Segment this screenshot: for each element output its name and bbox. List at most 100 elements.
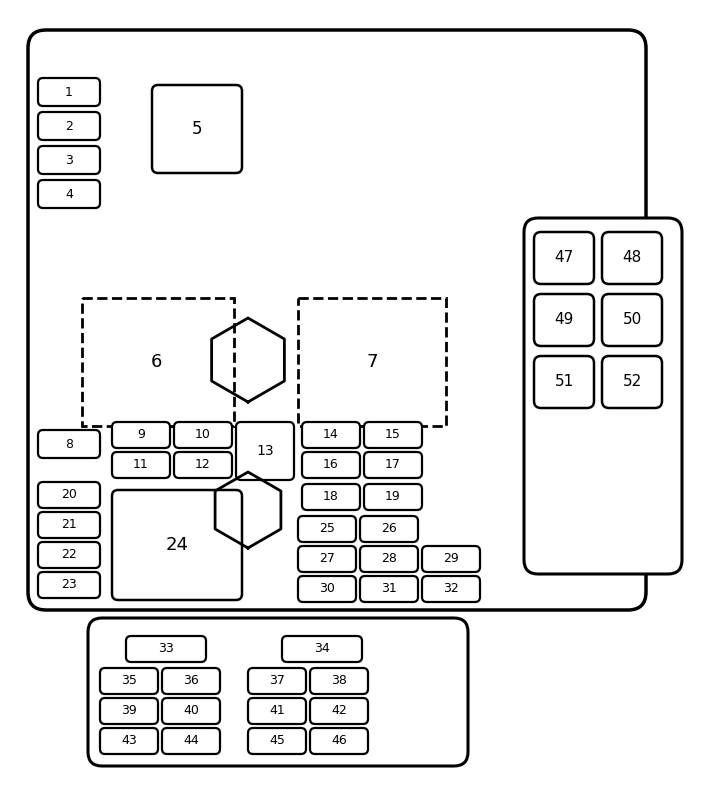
Text: 36: 36 [183, 674, 199, 688]
FancyBboxPatch shape [112, 422, 170, 448]
Text: 29: 29 [443, 552, 459, 566]
Text: 47: 47 [554, 251, 574, 266]
Text: 26: 26 [381, 523, 397, 535]
FancyBboxPatch shape [38, 180, 100, 208]
FancyBboxPatch shape [298, 576, 356, 602]
Text: 18: 18 [323, 491, 339, 504]
Text: 39: 39 [121, 705, 137, 717]
FancyBboxPatch shape [174, 452, 232, 478]
FancyBboxPatch shape [360, 516, 418, 542]
Text: 3: 3 [65, 153, 73, 167]
Text: 32: 32 [443, 583, 459, 595]
FancyBboxPatch shape [302, 422, 360, 448]
FancyBboxPatch shape [360, 576, 418, 602]
FancyBboxPatch shape [248, 698, 306, 724]
FancyBboxPatch shape [310, 668, 368, 694]
Text: 4: 4 [65, 188, 73, 200]
FancyBboxPatch shape [298, 546, 356, 572]
FancyBboxPatch shape [602, 232, 662, 284]
Text: 43: 43 [121, 734, 137, 748]
FancyBboxPatch shape [112, 490, 242, 600]
FancyBboxPatch shape [302, 452, 360, 478]
FancyBboxPatch shape [534, 356, 594, 408]
Text: 48: 48 [623, 251, 642, 266]
Text: 15: 15 [385, 429, 401, 441]
Bar [82, 298, 234, 426]
Text: 50: 50 [623, 313, 642, 327]
FancyBboxPatch shape [248, 728, 306, 754]
FancyBboxPatch shape [126, 636, 206, 662]
FancyBboxPatch shape [162, 698, 220, 724]
Text: 44: 44 [183, 734, 199, 748]
FancyBboxPatch shape [38, 78, 100, 106]
Text: 16: 16 [323, 459, 339, 472]
Text: 7: 7 [367, 353, 378, 371]
FancyBboxPatch shape [38, 146, 100, 174]
Text: 42: 42 [331, 705, 347, 717]
Text: 27: 27 [319, 552, 335, 566]
Text: 35: 35 [121, 674, 137, 688]
Text: 33: 33 [158, 642, 174, 655]
FancyBboxPatch shape [174, 422, 232, 448]
FancyBboxPatch shape [38, 112, 100, 140]
FancyBboxPatch shape [602, 356, 662, 408]
Text: 14: 14 [323, 429, 339, 441]
FancyBboxPatch shape [100, 698, 158, 724]
Text: 23: 23 [61, 579, 77, 591]
FancyBboxPatch shape [28, 30, 646, 610]
Text: 19: 19 [385, 491, 401, 504]
Text: 38: 38 [331, 674, 347, 688]
Text: 28: 28 [381, 552, 397, 566]
Text: 24: 24 [166, 536, 188, 554]
Text: 21: 21 [61, 519, 77, 531]
FancyBboxPatch shape [38, 430, 100, 458]
FancyBboxPatch shape [534, 294, 594, 346]
FancyBboxPatch shape [534, 232, 594, 284]
Text: 13: 13 [256, 444, 274, 458]
Text: 46: 46 [331, 734, 347, 748]
Text: 31: 31 [381, 583, 397, 595]
FancyBboxPatch shape [112, 452, 170, 478]
FancyBboxPatch shape [310, 698, 368, 724]
FancyBboxPatch shape [422, 546, 480, 572]
FancyBboxPatch shape [38, 572, 100, 598]
FancyBboxPatch shape [88, 618, 468, 766]
Text: 5: 5 [192, 120, 202, 138]
FancyBboxPatch shape [152, 85, 242, 173]
Text: 49: 49 [554, 313, 574, 327]
FancyBboxPatch shape [364, 422, 422, 448]
Text: 52: 52 [623, 374, 642, 389]
FancyBboxPatch shape [422, 576, 480, 602]
Text: 2: 2 [65, 120, 73, 132]
Text: 11: 11 [133, 459, 149, 472]
FancyBboxPatch shape [38, 512, 100, 538]
Bar [298, 298, 446, 426]
Text: 8: 8 [65, 437, 73, 451]
Text: 40: 40 [183, 705, 199, 717]
Text: 1: 1 [65, 85, 73, 98]
Text: 45: 45 [269, 734, 285, 748]
FancyBboxPatch shape [360, 546, 418, 572]
FancyBboxPatch shape [162, 668, 220, 694]
Text: 6: 6 [150, 353, 161, 371]
Text: 10: 10 [195, 429, 211, 441]
FancyBboxPatch shape [248, 668, 306, 694]
FancyBboxPatch shape [282, 636, 362, 662]
Text: 9: 9 [137, 429, 145, 441]
FancyBboxPatch shape [38, 482, 100, 508]
Text: 37: 37 [269, 674, 285, 688]
Text: 51: 51 [554, 374, 574, 389]
FancyBboxPatch shape [38, 542, 100, 568]
FancyBboxPatch shape [302, 484, 360, 510]
FancyBboxPatch shape [364, 484, 422, 510]
Text: 30: 30 [319, 583, 335, 595]
Text: 22: 22 [61, 548, 77, 562]
FancyBboxPatch shape [364, 452, 422, 478]
Text: 17: 17 [385, 459, 401, 472]
FancyBboxPatch shape [100, 728, 158, 754]
Text: 41: 41 [269, 705, 285, 717]
FancyBboxPatch shape [100, 668, 158, 694]
FancyBboxPatch shape [602, 294, 662, 346]
Text: 12: 12 [195, 459, 211, 472]
FancyBboxPatch shape [298, 516, 356, 542]
